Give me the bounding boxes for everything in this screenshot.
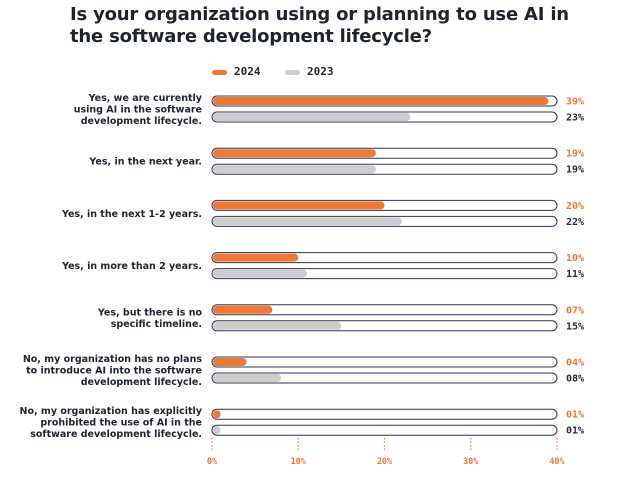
value-label-2024-3: 10% [566,253,584,264]
bar-2024-1 [213,149,376,158]
value-label-2023-1: 19% [566,165,584,176]
category-label-line: development lifecycle. [81,116,202,127]
category-label-line: Yes, in the next 1-2 years. [61,209,202,220]
bar-track-2024-5 [211,356,558,368]
value-label-2024-0: 39% [566,97,584,108]
x-tick-label-4: 40% [549,457,565,467]
category-group-4: Yes, but there is no specific timeline. 07… [97,304,584,332]
bar-2023-2 [213,217,402,226]
x-tick-label-1: 10% [291,457,307,467]
category-group-6: No, my organization has explicitly prohib… [20,406,585,440]
value-label-2024-2: 20% [566,201,584,212]
legend-label-2023: 2023 [307,65,334,78]
category-label-line: development lifecycle. [81,377,202,388]
category-group-0: Yes, we are currently using AI in the sof… [74,93,584,127]
bar-track-2024-6 [211,408,558,420]
bar-2024-6 [213,410,221,419]
value-label-2024-6: 01% [566,410,584,421]
value-label-2023-0: 23% [566,113,584,124]
category-label-line: Yes, but there is no [97,308,203,319]
category-group-2: Yes, in the next 1-2 years. 20% 22% [61,199,584,228]
category-label-line: using AI in the software [74,105,202,116]
value-label-2023-2: 22% [566,217,584,228]
bar-track-2024-3 [211,252,558,264]
category-label-5: No, my organization has no plans to intro… [23,354,203,388]
bar-2024-5 [213,358,247,366]
category-label-line: Yes, in more than 2 years. [61,261,202,272]
legend-label-2024: 2024 [234,65,261,78]
bar-2024-3 [213,253,299,262]
category-label-3: Yes, in more than 2 years. [61,261,202,272]
x-axis: 0% 10% 20% 30% 40% [207,438,566,467]
value-label-2023-3: 11% [566,269,584,280]
bar-track-2023-5 [211,372,558,384]
bar-2023-4 [213,321,342,330]
category-label-line: No, my organization has explicitly [20,406,203,417]
category-group-3: Yes, in more than 2 years. 10% 11% [61,252,584,280]
bar-track-2024-4 [211,304,558,316]
category-label-1: Yes, in the next year. [88,157,202,168]
category-label-line: Yes, in the next year. [88,157,202,168]
value-label-2024-5: 04% [566,358,584,369]
bar-2023-5 [213,374,281,382]
category-label-2: Yes, in the next 1-2 years. [61,209,202,220]
bar-2023-6 [213,426,221,435]
category-label-line: Yes, we are currently [88,93,203,104]
x-tick-label-0: 0% [207,457,218,467]
category-label-line: to introduce AI into the software [26,366,202,377]
value-label-2024-1: 19% [566,149,584,160]
category-label-line: specific timeline. [111,319,202,330]
legend-swatch-2023 [285,70,300,75]
chart-title: Is your organization using or planning t… [70,4,569,47]
x-tick-label-3: 30% [463,457,479,467]
bar-2024-0 [213,97,549,105]
bar-2024-2 [213,201,385,210]
category-label-0: Yes, we are currently using AI in the sof… [74,93,203,127]
category-label-line: software development lifecycle. [30,429,202,440]
bar-2024-4 [213,305,273,314]
category-label-4: Yes, but there is no specific timeline. [97,308,203,331]
bar-track-2023-6 [211,424,558,436]
legend-swatch-2024 [212,70,227,75]
bar-2023-0 [213,113,411,121]
bar-2023-3 [213,269,307,278]
value-label-2023-6: 01% [566,426,584,437]
bar-2023-1 [213,165,376,174]
category-label-line: No, my organization has no plans [23,354,203,365]
category-label-6: No, my organization has explicitly prohib… [20,406,203,440]
category-label-line: prohibited the use of AI in the [40,418,202,429]
x-tick-label-2: 20% [377,457,393,467]
value-label-2023-4: 15% [566,321,584,332]
value-label-2023-5: 08% [566,374,584,385]
value-label-2024-4: 07% [566,305,584,316]
category-group-5: No, my organization has no plans to intro… [23,354,584,388]
category-group-1: Yes, in the next year. 19% 19% [88,147,584,176]
